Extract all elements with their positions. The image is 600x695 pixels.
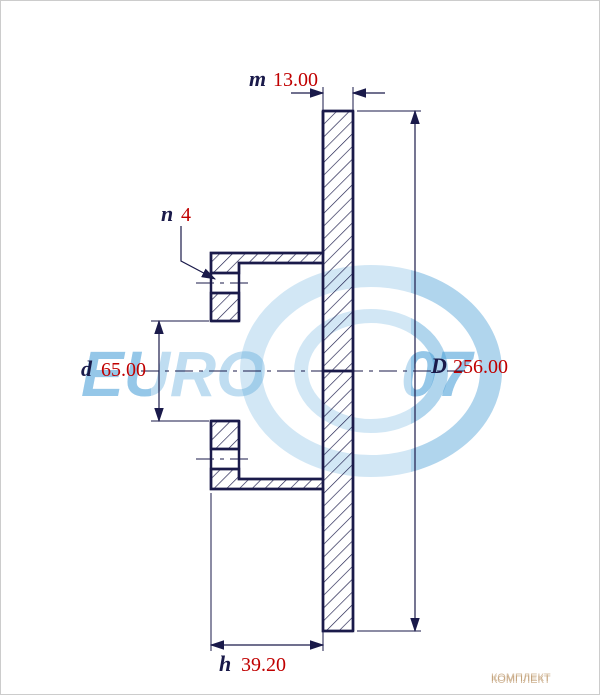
sec-lower-inner bbox=[211, 421, 239, 449]
sec-upper bbox=[323, 111, 353, 371]
dim-n-letter: n bbox=[161, 201, 173, 226]
dim-m-value: 13.00 bbox=[273, 69, 318, 91]
dim-D-letter: D bbox=[430, 353, 447, 378]
dim-m-letter: m bbox=[249, 66, 266, 91]
sec-upper-inner bbox=[211, 293, 239, 321]
dim-h-letter: h bbox=[219, 651, 231, 676]
dim-D-value: 256.00 bbox=[453, 356, 508, 378]
svg-text:КОМПЛЕКТ: КОМПЛЕКТ bbox=[491, 674, 551, 686]
section-drawing: EURO 07 КОМПЛЕКТ EURO 07 КОМПЛЕКТ bbox=[1, 1, 600, 695]
dim-h-value: 39.20 bbox=[241, 654, 286, 676]
diagram-container: EURO 07 КОМПЛЕКТ EURO 07 КОМПЛЕКТ bbox=[0, 0, 600, 695]
dim-n-value: 4 bbox=[181, 204, 191, 226]
dim-d-letter: d bbox=[81, 356, 93, 381]
dim-d-value: 65.00 bbox=[101, 359, 146, 381]
sec-lower bbox=[323, 371, 353, 631]
